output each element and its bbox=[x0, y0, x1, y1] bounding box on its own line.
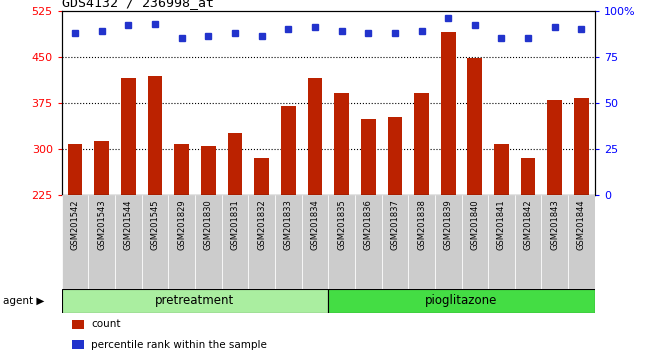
Text: GSM201838: GSM201838 bbox=[417, 199, 426, 250]
Bar bbox=[121, 78, 136, 195]
Bar bbox=[62, 289, 328, 313]
Text: pretreatment: pretreatment bbox=[155, 295, 235, 307]
Bar bbox=[494, 144, 509, 195]
Bar bbox=[201, 145, 216, 195]
Bar bbox=[441, 32, 456, 195]
Bar bbox=[62, 195, 88, 289]
Text: GDS4132 / 236998_at: GDS4132 / 236998_at bbox=[62, 0, 214, 10]
Bar bbox=[227, 133, 242, 195]
Text: GSM201837: GSM201837 bbox=[391, 199, 399, 250]
Text: GSM201836: GSM201836 bbox=[364, 199, 372, 250]
Bar bbox=[435, 195, 462, 289]
Bar bbox=[515, 195, 541, 289]
Bar bbox=[547, 99, 562, 195]
Bar bbox=[467, 58, 482, 195]
Bar bbox=[222, 195, 248, 289]
Text: GSM201834: GSM201834 bbox=[311, 199, 319, 250]
Text: GSM201839: GSM201839 bbox=[444, 199, 452, 250]
Text: GSM201843: GSM201843 bbox=[551, 199, 559, 250]
Bar bbox=[408, 195, 435, 289]
Bar bbox=[355, 195, 382, 289]
Text: percentile rank within the sample: percentile rank within the sample bbox=[91, 339, 267, 350]
Text: GSM201835: GSM201835 bbox=[337, 199, 346, 250]
Text: agent ▶: agent ▶ bbox=[3, 296, 45, 306]
Bar bbox=[387, 117, 402, 195]
Text: count: count bbox=[91, 319, 120, 329]
Bar bbox=[462, 195, 488, 289]
Bar bbox=[68, 144, 83, 195]
Text: GSM201830: GSM201830 bbox=[204, 199, 213, 250]
Bar bbox=[281, 106, 296, 195]
Text: GSM201545: GSM201545 bbox=[151, 199, 159, 250]
Text: GSM201543: GSM201543 bbox=[98, 199, 106, 250]
Bar bbox=[142, 195, 168, 289]
Bar bbox=[328, 289, 595, 313]
Text: GSM201833: GSM201833 bbox=[284, 199, 292, 250]
Bar bbox=[72, 320, 84, 329]
Text: GSM201831: GSM201831 bbox=[231, 199, 239, 250]
Bar bbox=[248, 195, 275, 289]
Bar bbox=[307, 78, 322, 195]
Bar bbox=[72, 340, 84, 349]
Text: pioglitazone: pioglitazone bbox=[425, 295, 498, 307]
Bar bbox=[88, 195, 115, 289]
Bar bbox=[168, 195, 195, 289]
Text: GSM201832: GSM201832 bbox=[257, 199, 266, 250]
Text: GSM201841: GSM201841 bbox=[497, 199, 506, 250]
Bar bbox=[541, 195, 568, 289]
Bar bbox=[174, 144, 189, 195]
Text: GSM201842: GSM201842 bbox=[524, 199, 532, 250]
Bar bbox=[382, 195, 408, 289]
Bar bbox=[334, 93, 349, 195]
Bar bbox=[275, 195, 302, 289]
Text: GSM201844: GSM201844 bbox=[577, 199, 586, 250]
Bar bbox=[195, 195, 222, 289]
Bar bbox=[115, 195, 142, 289]
Bar bbox=[302, 195, 328, 289]
Bar bbox=[328, 195, 355, 289]
Bar bbox=[94, 141, 109, 195]
Text: GSM201542: GSM201542 bbox=[71, 199, 79, 250]
Bar bbox=[254, 158, 269, 195]
Text: GSM201544: GSM201544 bbox=[124, 199, 133, 250]
Text: GSM201829: GSM201829 bbox=[177, 199, 186, 250]
Bar bbox=[414, 93, 429, 195]
Bar bbox=[488, 195, 515, 289]
Bar bbox=[574, 98, 589, 195]
Bar bbox=[521, 158, 536, 195]
Text: GSM201840: GSM201840 bbox=[471, 199, 479, 250]
Bar bbox=[148, 76, 162, 195]
Bar bbox=[361, 119, 376, 195]
Bar bbox=[568, 195, 595, 289]
